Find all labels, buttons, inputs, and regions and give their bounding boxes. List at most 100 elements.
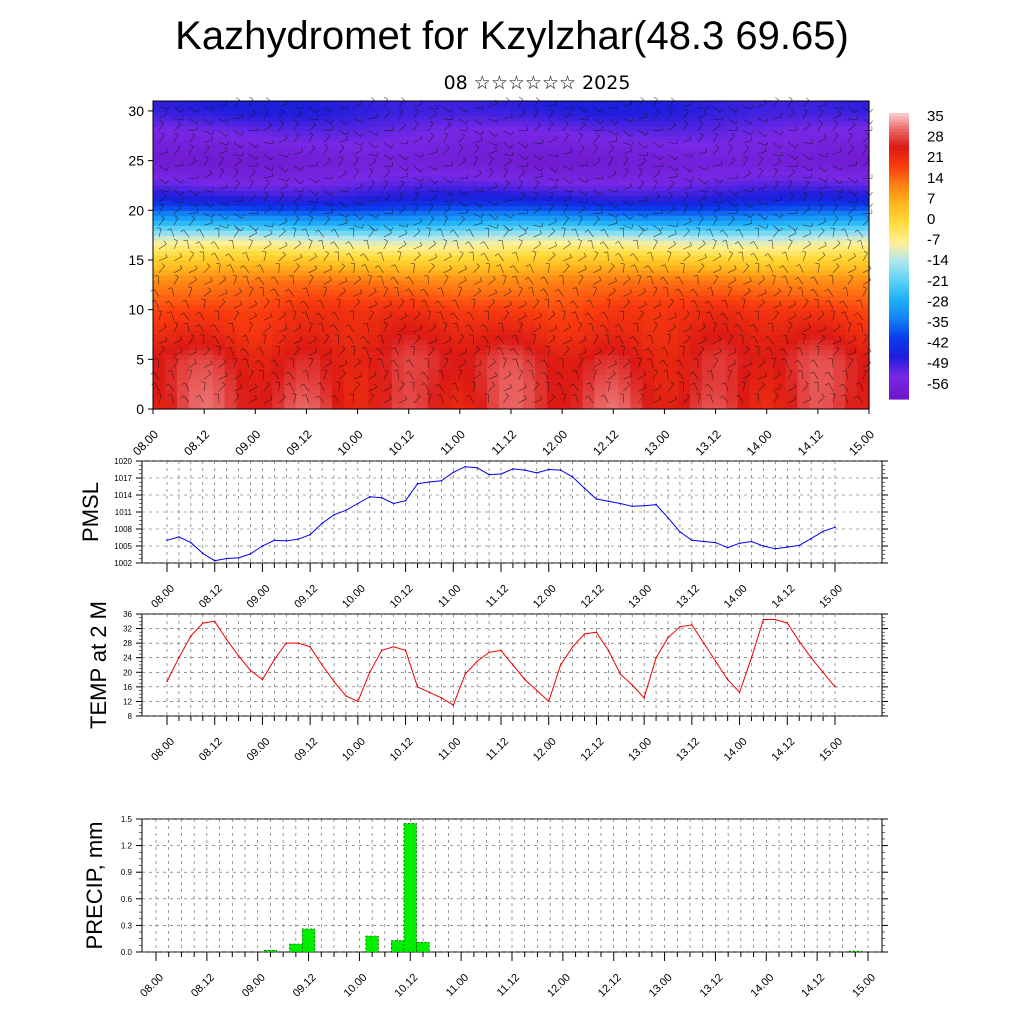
heatmap-cell [248,279,261,286]
heatmap-cell [725,170,739,177]
heatmap-cell [857,399,870,405]
wind-barb [348,241,354,250]
heatmap-cell [176,289,190,296]
heatmap-cell [761,205,775,211]
heatmap-cell [487,384,500,390]
heatmap-cell [153,160,166,167]
wind-barb-flag [270,395,273,400]
heatmap-cell [606,339,619,346]
wind-barb-flag [248,321,253,325]
wind-barb [293,326,302,333]
heatmap-cell [200,309,214,316]
heatmap-cell [582,339,596,346]
heatmap-cell [427,319,440,326]
heatmap-cell [153,394,166,400]
heatmap-cell [499,175,512,182]
wind-barb-flag [236,180,240,184]
wind-barb [503,291,512,297]
heatmap-cell [320,195,333,201]
heatmap-cell [224,334,238,341]
wind-barb [173,217,179,226]
wind-barb [383,98,389,108]
wind-barb [273,288,280,297]
wind-barb [248,232,257,238]
heatmap-cell [749,314,763,321]
heatmap-cell [725,329,739,336]
heatmap-cell [332,215,345,221]
heatmap-cell [857,200,870,206]
heatmap-cell [701,110,715,117]
heatmap-cell [642,389,655,395]
heatmap-cell [320,299,333,306]
heatmap-cell [546,289,560,296]
heatmap-cell [164,140,178,147]
heatmap-cell [618,195,631,201]
heatmap-cell [164,379,178,385]
heatmap-cell [797,205,810,211]
wind-barb-flag [505,97,510,101]
wind-barb-flag [329,348,333,352]
heatmap-cell [427,294,440,301]
heatmap-cell [487,319,500,326]
heatmap-cell [558,294,572,301]
heatmap-cell [320,294,333,301]
heatmap-cell [153,259,166,266]
wind-barb-flag [375,348,379,352]
wind-barb-flag [268,323,272,327]
wind-barb-flag [165,383,169,387]
heatmap-cell [200,185,214,192]
heatmap-cell [248,359,261,365]
heatmap-cell [522,195,536,201]
wind-barb-flag [300,300,304,304]
heatmap-cell [427,225,440,231]
heatmap-cell [749,215,763,221]
heatmap-cell [761,304,775,311]
wind-barb-flag [491,381,496,385]
wind-barb [293,228,297,238]
wind-barb-flag [196,229,200,232]
wind-barb-flag [458,144,463,147]
heatmap-cell [284,359,297,365]
heatmap-cell [320,135,333,142]
heatmap-cell [463,230,476,236]
heatmap-cell [367,399,381,405]
heatmap-cell [558,140,572,147]
heatmap-cell [499,264,512,271]
heatmap-cell [367,205,381,211]
wind-barb-flag [451,382,456,385]
wind-barb [203,173,212,179]
heatmap-cell [845,314,858,321]
heatmap-cell [690,289,703,296]
wind-barb-flag [323,286,327,289]
wind-barb-flag [431,346,435,349]
heatmap-cell [522,269,536,276]
heatmap-cell [713,240,727,246]
heatmap-cell [153,324,166,331]
heatmap-cell [248,289,261,296]
wind-barb [408,371,414,380]
heatmap-cell [188,225,202,231]
heatmap-cell [212,319,226,326]
heatmap-cell [475,155,488,162]
wind-barb-flag [196,202,199,207]
wind-barb [233,358,238,368]
heatmap-cell [463,344,476,350]
heatmap-cell [785,160,798,167]
heatmap-cell [475,250,488,256]
wind-barb [233,225,242,232]
heatmap-cell [439,220,452,226]
heatmap-cell [713,379,727,385]
wind-barb [323,351,333,356]
wind-barb-flag [356,381,361,385]
heatmap-cell [475,115,488,122]
heatmap-cell [701,314,715,321]
heatmap-cell [558,160,572,167]
heatmap-cell [427,101,440,107]
wind-barb-flag [420,382,425,386]
heatmap-cell [188,185,202,192]
heatmap-cell [857,259,870,266]
heatmap-cell [678,289,691,296]
wind-barb [218,170,225,179]
wind-barb-flag [404,395,408,400]
heatmap-cell [391,250,405,256]
